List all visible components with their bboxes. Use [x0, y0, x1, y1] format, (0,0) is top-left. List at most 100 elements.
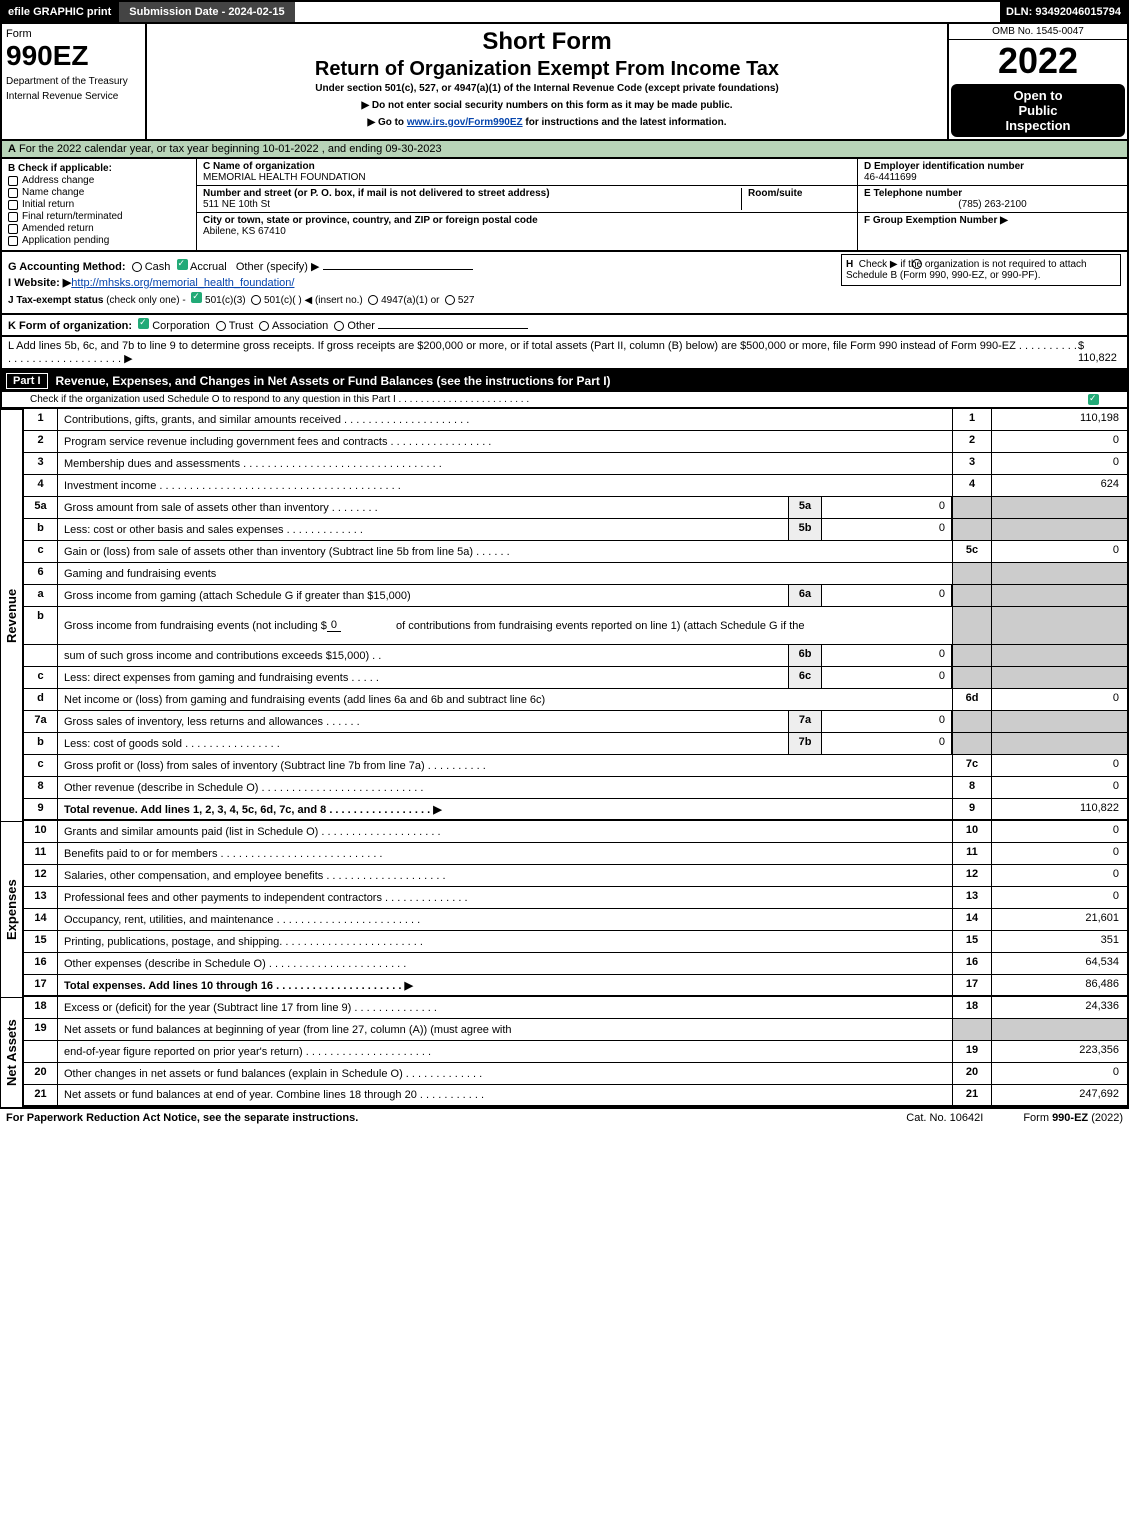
rv-21: 247,692: [992, 1085, 1127, 1105]
d-label: D Employer identification number: [864, 161, 1121, 172]
f-label: F Group Exemption Number ▶: [864, 215, 1121, 226]
checkbox-name-change[interactable]: [8, 188, 18, 198]
ln-18: 18: [24, 997, 58, 1018]
rn-10: 10: [952, 821, 992, 842]
section-net-assets: Net Assets 18Excess or (deficit) for the…: [0, 997, 1129, 1107]
rv-6a-shade: [992, 585, 1127, 606]
rn-5a-shade: [952, 497, 992, 518]
rn-20: 20: [952, 1063, 992, 1084]
rn-15: 15: [952, 931, 992, 952]
rv-2: 0: [992, 431, 1127, 452]
rn-6b-shade: [952, 607, 992, 644]
k-trust: Trust: [229, 320, 254, 332]
opt-name-change: Name change: [22, 187, 84, 198]
ln-6: 6: [24, 563, 58, 584]
ld-12: Salaries, other compensation, and employ…: [58, 865, 952, 886]
ein-value: 46-4411699: [864, 172, 1121, 183]
col-def: D Employer identification number 46-4411…: [857, 159, 1127, 250]
header-right: OMB No. 1545-0047 2022 Open to Public In…: [947, 24, 1127, 139]
website-link[interactable]: http://mhsks.org/memorial_health_foundat…: [71, 277, 294, 289]
g-other: Other (specify) ▶: [236, 261, 320, 273]
checkbox-address-change[interactable]: [8, 176, 18, 186]
checkbox-initial-return[interactable]: [8, 200, 18, 210]
ln-6b: b: [24, 607, 58, 644]
ln-6b2: [24, 645, 58, 666]
l-text: L Add lines 5b, 6c, and 7b to line 9 to …: [8, 340, 1078, 365]
page-footer: For Paperwork Reduction Act Notice, see …: [0, 1107, 1129, 1127]
ld-2: Program service revenue including govern…: [58, 431, 952, 452]
footer-right: Form 990-EZ (2022): [1023, 1112, 1123, 1124]
radio-4947[interactable]: [368, 295, 378, 305]
k-row: K Form of organization: Corporation Trus…: [0, 315, 1129, 337]
ln-12: 12: [24, 865, 58, 886]
h-text: Check ▶ if the organization is not requi…: [846, 259, 1087, 281]
g-label: G Accounting Method:: [8, 261, 126, 273]
checkbox-amended-return[interactable]: [8, 224, 18, 234]
ld-6b-post: of contributions from fundraising events…: [396, 620, 804, 632]
mn-6b: 6b: [788, 645, 822, 666]
checkbox-schedule-o-checked[interactable]: [1088, 394, 1099, 405]
ld-6b-1: Gross income from fundraising events (no…: [64, 620, 327, 632]
c-addr-label: Number and street (or P. O. box, if mail…: [203, 188, 741, 199]
ld-14: Occupancy, rent, utilities, and maintena…: [58, 909, 952, 930]
omb-number: OMB No. 1545-0047: [949, 24, 1127, 40]
ln-13: 13: [24, 887, 58, 908]
org-city: Abilene, KS 67410: [203, 226, 851, 237]
rv-3: 0: [992, 453, 1127, 474]
radio-cash[interactable]: [132, 262, 142, 272]
rv-10: 0: [992, 821, 1127, 842]
rv-12: 0: [992, 865, 1127, 886]
rn-5b-shade: [952, 519, 992, 540]
goto-link[interactable]: www.irs.gov/Form990EZ: [407, 117, 523, 128]
ln-4: 4: [24, 475, 58, 496]
mn-7a: 7a: [788, 711, 822, 732]
checkbox-501c3-checked[interactable]: [191, 292, 202, 303]
form-word: Form: [6, 28, 141, 40]
checkbox-application-pending[interactable]: [8, 236, 18, 246]
rn-6b2-shade: [952, 645, 992, 666]
checkbox-h[interactable]: [912, 259, 922, 269]
ln-19b: [24, 1041, 58, 1062]
rv-13: 0: [992, 887, 1127, 908]
short-form-title: Short Form: [155, 28, 939, 56]
rv-16: 64,534: [992, 953, 1127, 974]
ld-6b2: sum of such gross income and contributio…: [58, 645, 788, 666]
ld-6b: Gross income from fundraising events (no…: [58, 607, 952, 644]
radio-association[interactable]: [259, 321, 269, 331]
rn-21: 21: [952, 1085, 992, 1105]
ld-3: Membership dues and assessments . . . . …: [58, 453, 952, 474]
rn-13: 13: [952, 887, 992, 908]
rn-9: 9: [952, 799, 992, 819]
checkbox-final-return[interactable]: [8, 212, 18, 222]
rn-11: 11: [952, 843, 992, 864]
ln-5c: c: [24, 541, 58, 562]
checkbox-corporation-checked[interactable]: [138, 318, 149, 329]
rn-6-shade: [952, 563, 992, 584]
mn-6a: 6a: [788, 585, 822, 606]
j-row: J Tax-exempt status (check only one) - 5…: [8, 292, 1121, 306]
rv-9: 110,822: [992, 799, 1127, 819]
b-label: B: [8, 163, 15, 174]
checkbox-accrual-checked[interactable]: [177, 259, 188, 270]
radio-501c[interactable]: [251, 295, 261, 305]
open-line2: Public: [955, 103, 1121, 118]
opt-application-pending: Application pending: [22, 235, 109, 246]
rv-17: 86,486: [992, 975, 1127, 995]
mv-6a: 0: [822, 585, 952, 606]
mv-7a: 0: [822, 711, 952, 732]
ld-6: Gaming and fundraising events: [58, 563, 952, 584]
rv-1: 110,198: [992, 409, 1127, 430]
net-assets-label: Net Assets: [0, 997, 24, 1107]
ln-7c: c: [24, 755, 58, 776]
row-a-calendar-year: A For the 2022 calendar year, or tax yea…: [0, 141, 1129, 159]
ln-7a: 7a: [24, 711, 58, 732]
ln-20: 20: [24, 1063, 58, 1084]
ghij-block: G Accounting Method: Cash Accrual Other …: [0, 252, 1129, 315]
bc-def-block: B Check if applicable: Address change Na…: [0, 159, 1129, 252]
ld-7a: Gross sales of inventory, less returns a…: [58, 711, 788, 732]
b-check-if: Check if applicable:: [18, 163, 112, 174]
irs-label: Internal Revenue Service: [6, 91, 141, 102]
radio-527[interactable]: [445, 295, 455, 305]
radio-other[interactable]: [334, 321, 344, 331]
radio-trust[interactable]: [216, 321, 226, 331]
